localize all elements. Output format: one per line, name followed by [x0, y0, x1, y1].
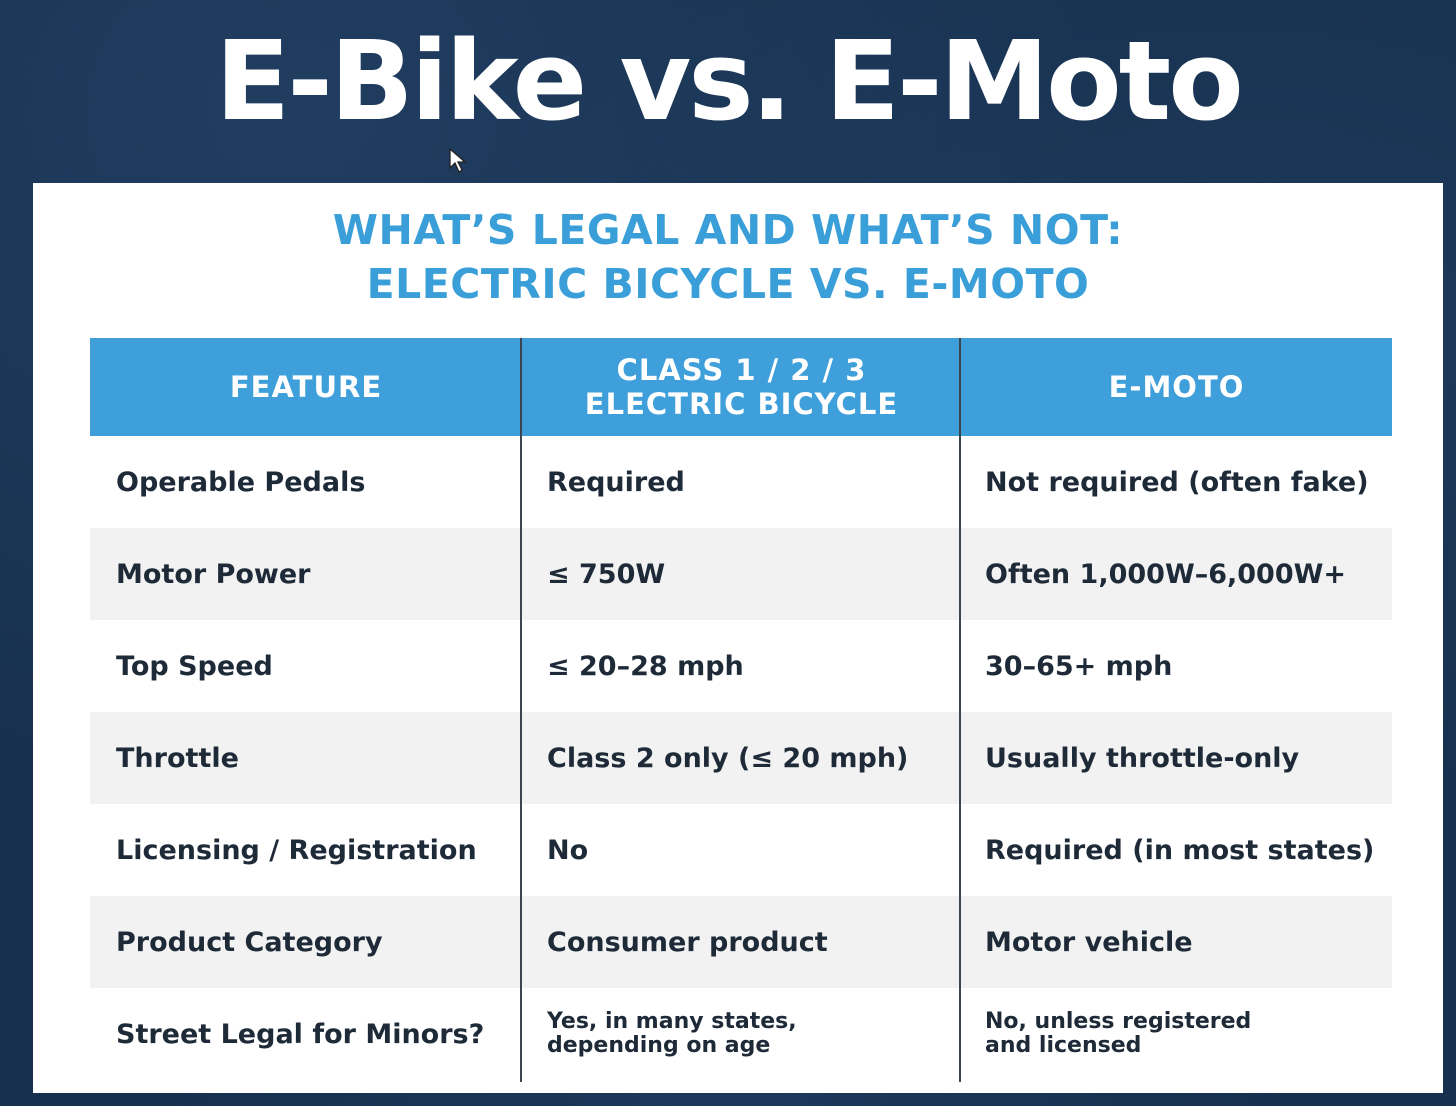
feature-cell: Motor Power	[116, 558, 311, 590]
emoto-cell: No, unless registered and licensed	[985, 1009, 1252, 1058]
table-row: Street Legal for Minors? Yes, in many sta…	[90, 988, 1392, 1080]
header-ebike: CLASS 1 / 2 / 3 ELECTRIC BICYCLE	[522, 338, 961, 436]
header-ebike-line-2: ELECTRIC BICYCLE	[584, 387, 899, 421]
table-row: Top Speed ≤ 20–28 mph 30–65+ mph	[90, 620, 1392, 712]
card-subtitle: WHAT’S LEGAL AND WHAT’S NOT: ELECTRIC BI…	[0, 203, 1456, 311]
emoto-cell: 30–65+ mph	[985, 650, 1173, 682]
ebike-cell: No	[547, 834, 589, 866]
table-header: FEATURE CLASS 1 / 2 / 3 ELECTRIC BICYCLE…	[90, 338, 1392, 436]
ebike-cell: Class 2 only (≤ 20 mph)	[547, 742, 909, 774]
emoto-cell: Motor vehicle	[985, 926, 1193, 958]
ebike-cell: Required	[547, 466, 685, 498]
column-divider	[520, 338, 522, 1082]
feature-cell: Licensing / Registration	[116, 834, 477, 866]
column-divider	[959, 338, 961, 1082]
subtitle-line-1: WHAT’S LEGAL AND WHAT’S NOT:	[332, 206, 1124, 254]
table-row: Motor Power ≤ 750W Often 1,000W–6,000W+	[90, 528, 1392, 620]
header-feature: FEATURE	[229, 370, 383, 404]
emoto-cell: Often 1,000W–6,000W+	[985, 558, 1347, 590]
feature-cell: Street Legal for Minors?	[116, 1018, 485, 1050]
emoto-cell: Not required (often fake)	[985, 466, 1369, 498]
header-emoto: E-MOTO	[1108, 370, 1245, 404]
table-row: Throttle Class 2 only (≤ 20 mph) Usually t…	[90, 712, 1392, 804]
page-title: E-Bike vs. E-Moto	[215, 17, 1244, 145]
subtitle-line-2: ELECTRIC BICYCLE VS. E-MOTO	[366, 260, 1090, 308]
table-row: Product Category Consumer product Motor ve…	[90, 896, 1392, 988]
table-body: Operable Pedals Required Not required (oft…	[90, 436, 1392, 1080]
feature-cell: Top Speed	[116, 650, 273, 682]
ebike-cell: ≤ 750W	[547, 558, 666, 590]
ebike-cell: Yes, in many states, depending on age	[547, 1009, 797, 1058]
emoto-cell: Usually throttle-only	[985, 742, 1300, 774]
feature-cell: Product Category	[116, 926, 383, 958]
header-ebike-line-1: CLASS 1 / 2 / 3	[616, 353, 867, 387]
ebike-cell: ≤ 20–28 mph	[547, 650, 744, 682]
mouse-cursor-icon	[449, 148, 467, 173]
table-row: Licensing / Registration No Required (in m…	[90, 804, 1392, 896]
comparison-table: FEATURE CLASS 1 / 2 / 3 ELECTRIC BICYCLE…	[90, 338, 1392, 1080]
feature-cell: Throttle	[116, 742, 239, 774]
ebike-cell: Consumer product	[547, 926, 828, 958]
emoto-cell: Required (in most states)	[985, 834, 1375, 866]
feature-cell: Operable Pedals	[116, 466, 366, 498]
table-row: Operable Pedals Required Not required (oft…	[90, 436, 1392, 528]
